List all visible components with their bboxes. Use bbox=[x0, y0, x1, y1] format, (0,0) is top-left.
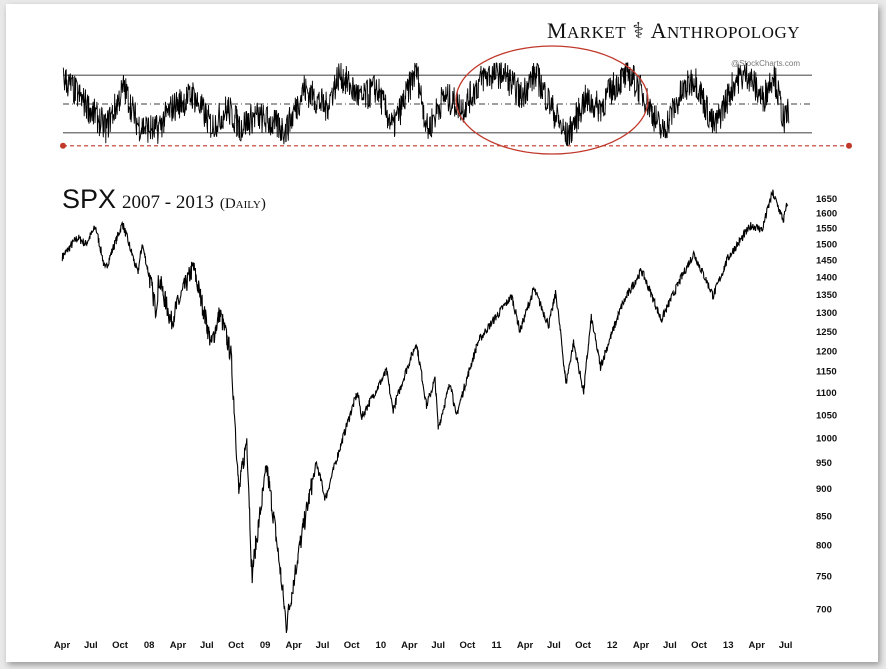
x-tick-label: Jul bbox=[431, 640, 445, 651]
y-tick-label: 1200 bbox=[816, 346, 837, 357]
x-tick-label: Oct bbox=[112, 640, 129, 651]
x-tick-label: Apr bbox=[633, 640, 650, 651]
y-tick-label: 1400 bbox=[816, 273, 837, 284]
x-tick-label: Apr bbox=[401, 640, 418, 651]
x-tick-label: 13 bbox=[723, 640, 734, 651]
x-tick-label: Jul bbox=[200, 640, 214, 651]
y-tick-label: 700 bbox=[816, 605, 832, 616]
support-left-dot bbox=[60, 142, 66, 149]
y-tick-label: 1100 bbox=[816, 388, 837, 399]
support-right-dot bbox=[846, 142, 852, 149]
oscillator-line bbox=[62, 62, 790, 146]
y-tick-label: 1050 bbox=[816, 410, 837, 421]
spx-price-line bbox=[61, 189, 789, 633]
y-tick-label: 1350 bbox=[816, 290, 837, 301]
y-tick-label: 750 bbox=[816, 571, 832, 582]
x-tick-label: Jul bbox=[84, 640, 98, 651]
title-period: (Daily) bbox=[219, 196, 266, 212]
x-tick-label: Oct bbox=[459, 640, 476, 651]
charts-svg: @StockCharts.com 700 750 800 850 900 950 1000 1… bbox=[54, 45, 852, 651]
chart-card: MARKET ⚕ ANTHROPOLOGY SPX 2007 - 2013 (D… bbox=[6, 4, 878, 662]
y-tick-label: 1000 bbox=[816, 434, 837, 445]
x-tick-label: Apr bbox=[54, 640, 71, 651]
y-tick-label: 850 bbox=[816, 512, 832, 523]
highlight-circle bbox=[455, 45, 649, 155]
x-tick-label: 12 bbox=[607, 640, 618, 651]
brand-logo: MARKET ⚕ ANTHROPOLOGY bbox=[546, 18, 800, 43]
x-tick-label: Oct bbox=[691, 640, 708, 651]
x-tick-label: Oct bbox=[344, 640, 361, 651]
x-tick-label: 10 bbox=[376, 640, 387, 651]
x-tick-label: Jul bbox=[663, 640, 677, 651]
x-tick-label: 08 bbox=[144, 640, 155, 651]
y-tick-label: 1150 bbox=[816, 367, 837, 378]
y-tick-label: 1600 bbox=[816, 209, 837, 220]
y-tick-label: 1250 bbox=[816, 327, 837, 338]
x-tick-label: 11 bbox=[491, 640, 502, 651]
x-tick-label: Apr bbox=[517, 640, 534, 651]
y-tick-label: 1450 bbox=[816, 256, 837, 267]
x-tick-label: Apr bbox=[749, 640, 766, 651]
y-tick-label: 1650 bbox=[816, 194, 837, 205]
y-tick-label: 800 bbox=[816, 541, 832, 552]
caduceus-icon: ⚕ bbox=[632, 18, 645, 43]
x-tick-label: Oct bbox=[228, 640, 245, 651]
x-tick-label: Oct bbox=[575, 640, 592, 651]
x-tick-label: Jul bbox=[316, 640, 330, 651]
chart-title: SPX 2007 - 2013 (Daily) bbox=[62, 184, 266, 215]
y-tick-label: 950 bbox=[816, 458, 832, 469]
y-tick-label: 1550 bbox=[816, 224, 837, 235]
x-tick-label: 09 bbox=[260, 640, 271, 651]
x-tick-label: Jul bbox=[547, 640, 561, 651]
spx-price-panel: 700 750 800 850 900 950 1000 1050 1100 1150 1200 12… bbox=[54, 189, 837, 651]
x-tick-label: Apr bbox=[170, 640, 187, 651]
y-tick-label: 1500 bbox=[816, 239, 837, 250]
title-symbol: SPX bbox=[62, 184, 117, 214]
title-range: 2007 - 2013 bbox=[122, 192, 214, 213]
stockcharts-credit: @StockCharts.com bbox=[731, 59, 800, 68]
y-tick-label: 900 bbox=[816, 484, 832, 495]
x-tick-label: Apr bbox=[285, 640, 302, 651]
y-tick-label: 1300 bbox=[816, 308, 837, 319]
x-tick-label: Jul bbox=[779, 640, 793, 651]
oscillator-panel: @StockCharts.com bbox=[60, 45, 852, 155]
